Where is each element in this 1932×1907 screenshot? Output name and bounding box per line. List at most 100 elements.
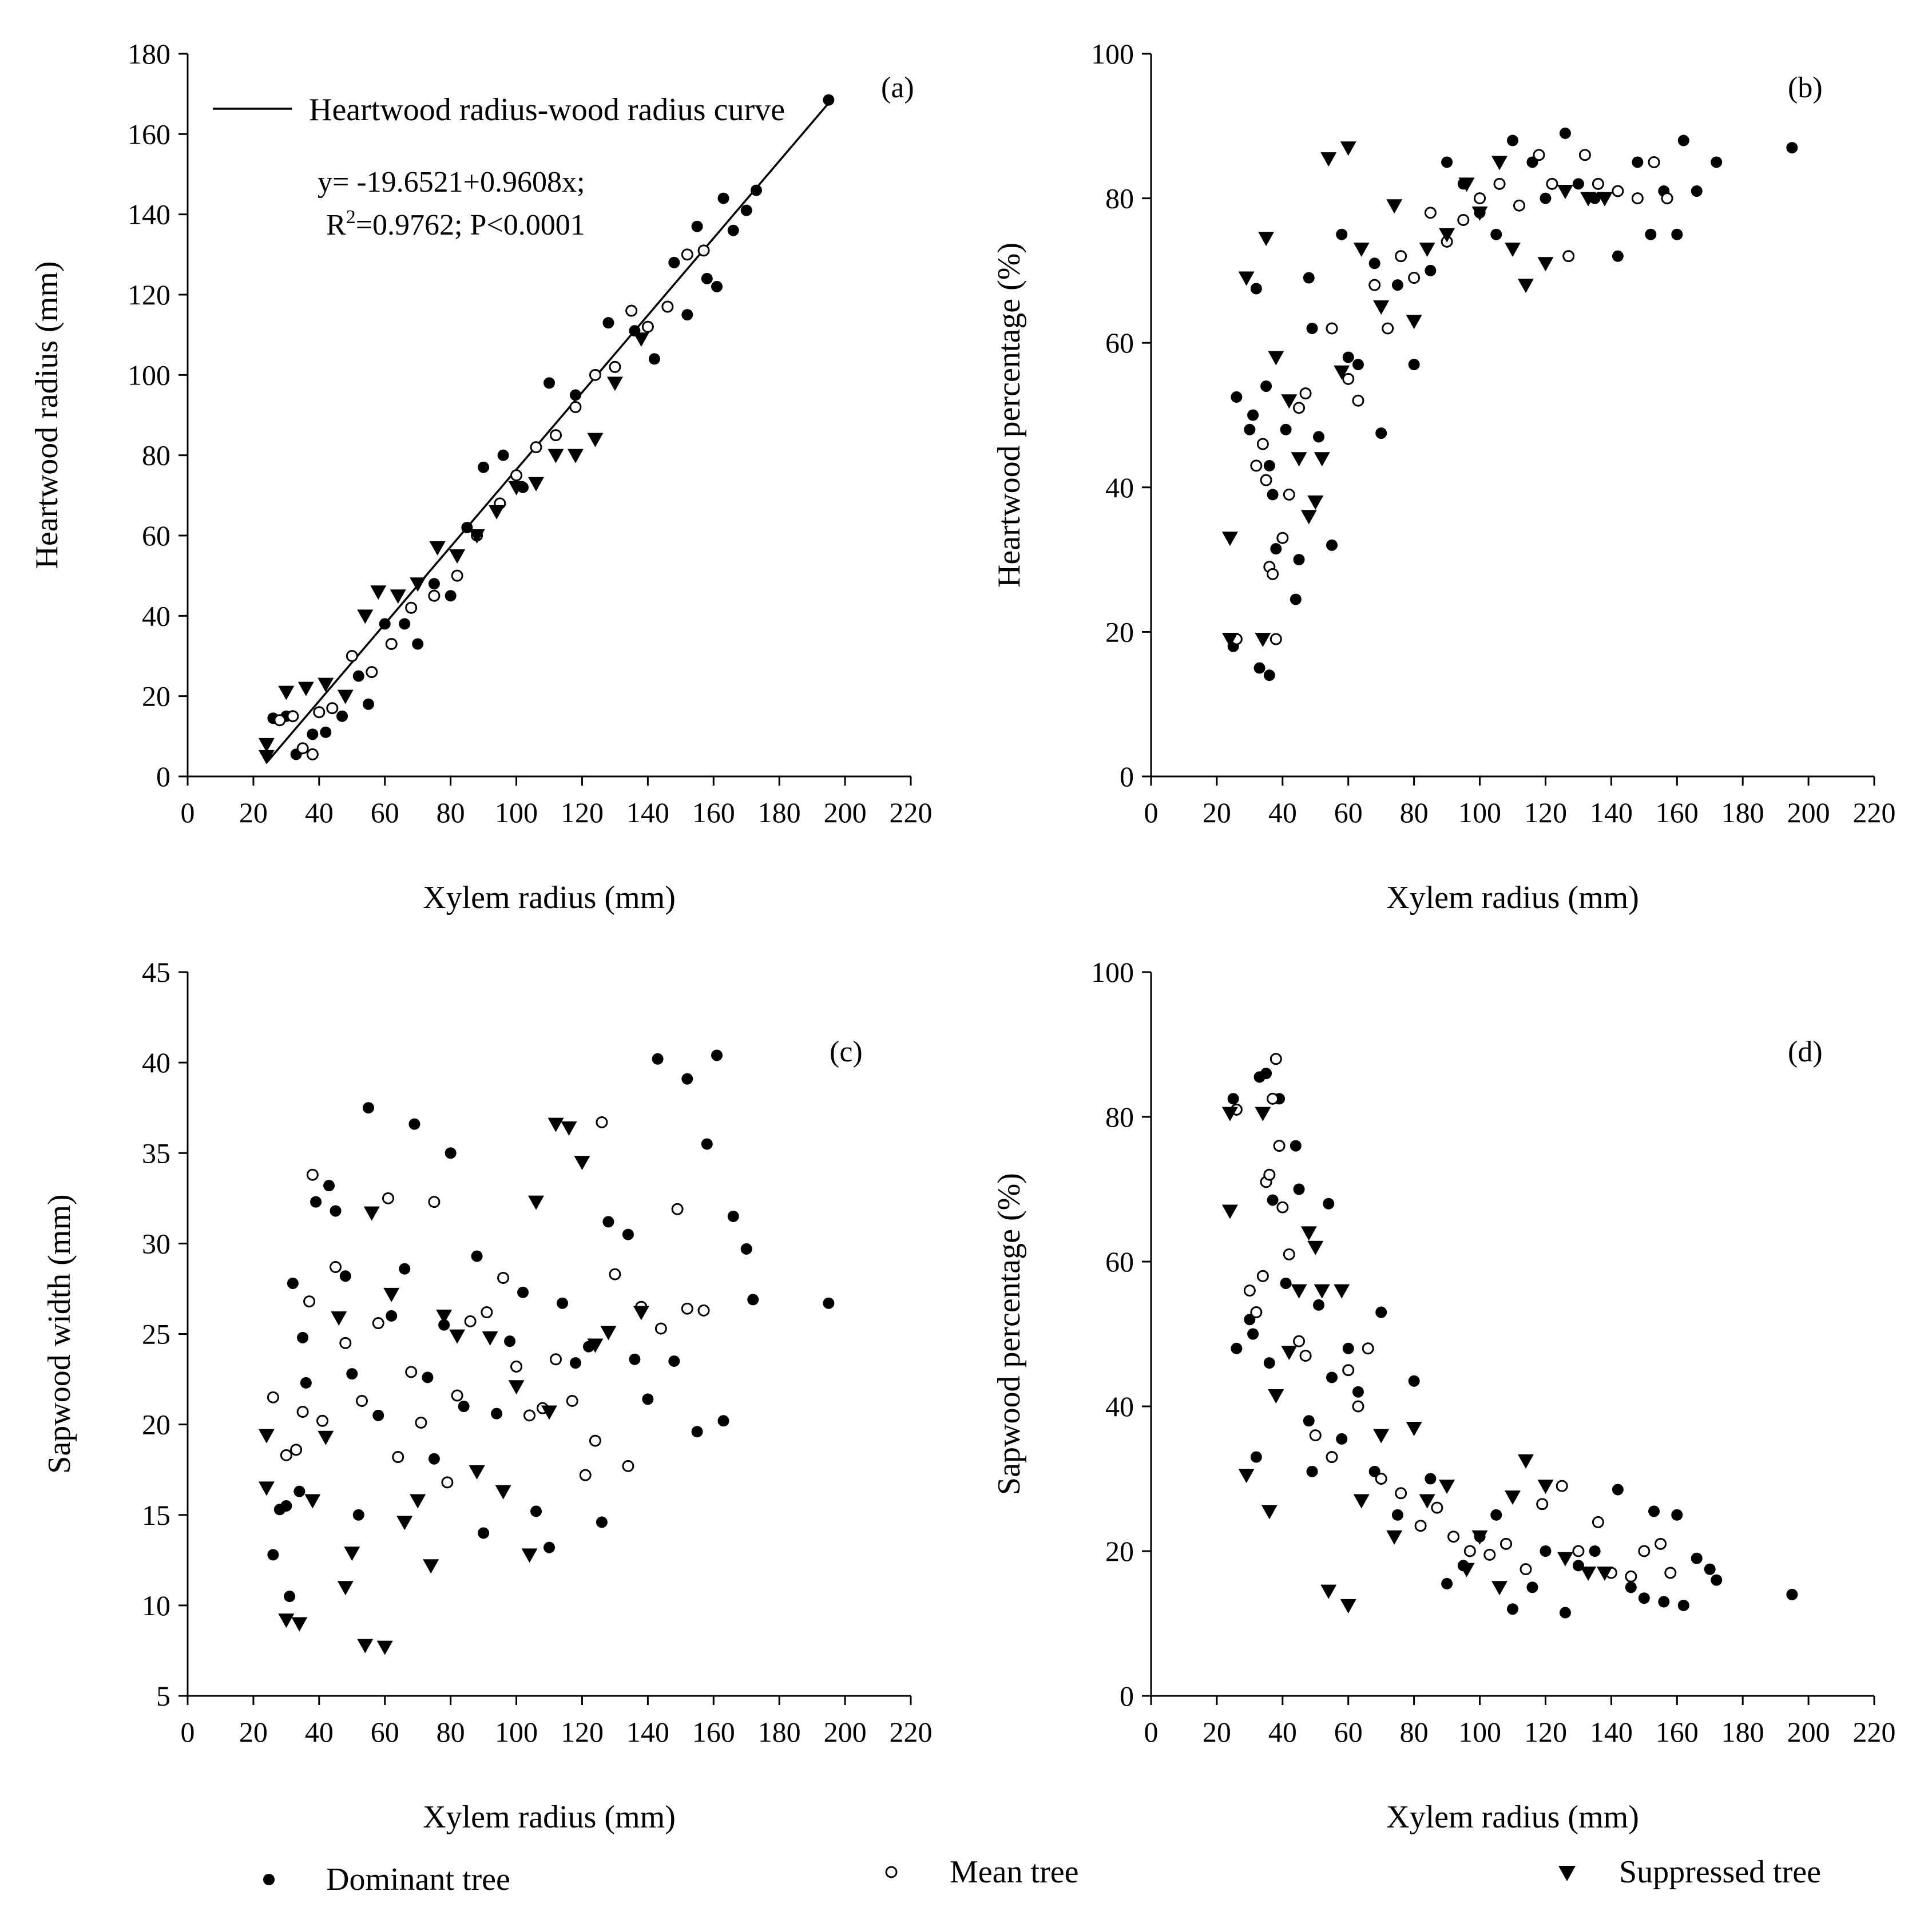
data-point bbox=[602, 1216, 614, 1228]
y-tick-label: 0 bbox=[1120, 1680, 1134, 1712]
data-point bbox=[1267, 1194, 1279, 1206]
x-tick-label: 200 bbox=[824, 1716, 867, 1748]
data-point bbox=[1313, 431, 1325, 443]
data-point bbox=[1306, 322, 1318, 334]
data-point bbox=[661, 300, 674, 313]
legend-line-label: Heartwood radius-wood radius curve bbox=[309, 92, 785, 128]
data-point bbox=[1556, 1480, 1568, 1492]
data-point bbox=[681, 309, 693, 321]
data-point bbox=[1655, 1537, 1667, 1550]
data-point bbox=[1463, 1545, 1476, 1557]
data-point bbox=[1612, 1484, 1624, 1496]
data-point bbox=[449, 549, 466, 564]
data-point bbox=[1490, 1509, 1502, 1521]
data-point bbox=[648, 353, 660, 365]
data-point bbox=[1395, 250, 1407, 263]
data-point bbox=[1267, 1092, 1279, 1105]
data-point bbox=[482, 1331, 498, 1346]
data-point bbox=[750, 184, 762, 196]
y-tick-label: 60 bbox=[142, 520, 170, 552]
data-point bbox=[1596, 1566, 1613, 1581]
data-point bbox=[1537, 257, 1554, 272]
data-point bbox=[510, 469, 523, 482]
data-point bbox=[1238, 271, 1255, 286]
data-point bbox=[1517, 1454, 1534, 1469]
data-point bbox=[1424, 207, 1437, 219]
data-point bbox=[609, 1268, 621, 1280]
data-point bbox=[495, 1485, 511, 1500]
data-point bbox=[287, 710, 299, 723]
x-tick-label: 40 bbox=[1268, 796, 1297, 828]
data-point bbox=[436, 1309, 453, 1324]
data-point bbox=[357, 609, 374, 624]
data-point bbox=[1276, 1201, 1289, 1214]
y-tick-label: 80 bbox=[1105, 183, 1134, 215]
y-axis-label: Sapwood width (mm) bbox=[42, 1194, 77, 1473]
data-point bbox=[307, 728, 319, 740]
data-point bbox=[1513, 199, 1525, 212]
data-point bbox=[372, 1409, 384, 1421]
data-point bbox=[1342, 1342, 1354, 1354]
data-point bbox=[1320, 1584, 1337, 1599]
data-point bbox=[379, 618, 391, 630]
data-point bbox=[330, 1260, 342, 1273]
data-point bbox=[1261, 1505, 1278, 1520]
data-point bbox=[356, 1395, 368, 1408]
data-point bbox=[273, 714, 286, 727]
data-point bbox=[1326, 1371, 1338, 1383]
y-tick-label: 60 bbox=[1105, 1246, 1134, 1278]
data-point bbox=[1307, 1240, 1324, 1255]
data-point bbox=[1281, 1346, 1298, 1361]
y-tick-label: 60 bbox=[1105, 327, 1134, 359]
data-point bbox=[385, 637, 398, 650]
data-point bbox=[287, 1277, 299, 1289]
y-tick-label: 20 bbox=[142, 1409, 170, 1441]
data-point bbox=[291, 1617, 308, 1632]
data-point bbox=[1562, 250, 1575, 263]
data-point bbox=[528, 477, 545, 491]
data-point bbox=[1375, 1473, 1387, 1485]
y-tick-label: 0 bbox=[1120, 760, 1134, 792]
y-axis-label: Heartwood radius (mm) bbox=[29, 261, 65, 569]
data-point bbox=[471, 1250, 483, 1262]
data-point bbox=[318, 1430, 334, 1445]
x-tick-label: 80 bbox=[1400, 796, 1429, 828]
data-point bbox=[1536, 1498, 1549, 1510]
data-point bbox=[1326, 322, 1338, 335]
data-point bbox=[363, 1206, 380, 1221]
x-tick-label: 20 bbox=[239, 796, 268, 828]
data-point bbox=[346, 1368, 358, 1380]
data-point bbox=[548, 449, 564, 463]
data-point bbox=[267, 1391, 279, 1404]
data-point bbox=[1671, 228, 1683, 240]
data-point bbox=[596, 1516, 608, 1528]
data-point bbox=[352, 1509, 364, 1521]
data-point bbox=[297, 1331, 309, 1343]
legend-mean-label: Mean tree bbox=[950, 1854, 1078, 1890]
data-point bbox=[1373, 1429, 1390, 1444]
data-point bbox=[441, 1476, 454, 1489]
data-point bbox=[1441, 1577, 1453, 1589]
data-point bbox=[530, 1505, 542, 1517]
x-tick-label: 220 bbox=[1853, 796, 1896, 828]
regression-line bbox=[265, 102, 830, 764]
data-point bbox=[1283, 488, 1295, 501]
data-point bbox=[517, 1286, 529, 1298]
data-point bbox=[445, 1147, 457, 1159]
data-point bbox=[1648, 1505, 1660, 1517]
data-point bbox=[1280, 1277, 1292, 1289]
data-point bbox=[438, 1319, 450, 1331]
data-point bbox=[382, 1192, 394, 1204]
data-point bbox=[1631, 192, 1644, 205]
x-axis-label: Xylem radius (mm) bbox=[1386, 1799, 1639, 1835]
series-mean-tree bbox=[1230, 149, 1673, 645]
panel-a: 0 20 40 60 80 100 120 140 160 180 200 220 0 20 40 60 80 1… bbox=[29, 38, 933, 915]
y-tick-label: 0 bbox=[156, 760, 170, 792]
data-point bbox=[1592, 177, 1604, 190]
data-point bbox=[1260, 380, 1272, 392]
x-tick-label: 0 bbox=[181, 796, 195, 828]
data-point bbox=[316, 1414, 329, 1427]
data-point bbox=[497, 1271, 510, 1284]
data-point bbox=[1290, 593, 1302, 605]
legend-suppressed-label: Suppressed tree bbox=[1619, 1854, 1821, 1890]
